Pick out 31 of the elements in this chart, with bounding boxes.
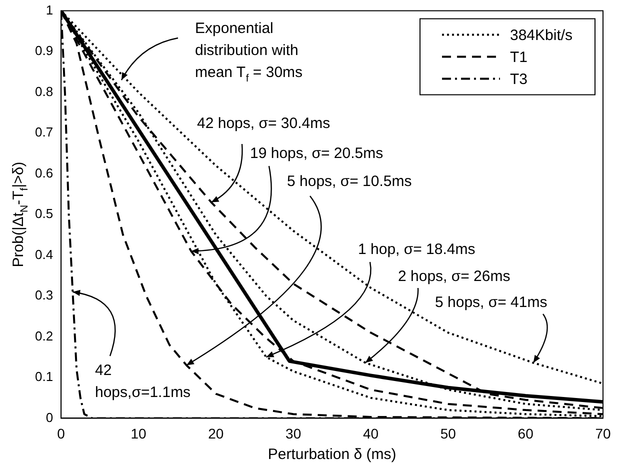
annotation: 2 hops, σ= 26ms — [398, 268, 510, 285]
x-axis-title: Perturbation δ (ms) — [268, 446, 396, 464]
x-tick-label: 20 — [208, 425, 224, 442]
x-tick-label: 40 — [362, 425, 379, 442]
y-tick-label: 0.6 — [34, 165, 54, 180]
y-tick-label: 0.2 — [34, 328, 54, 344]
x-tick-label: 70 — [595, 425, 611, 442]
legend-label: 384Kbit/s — [510, 26, 573, 44]
y-tick-label: 0.5 — [34, 206, 54, 222]
y-tick-label: 1 — [46, 2, 54, 18]
annotation: 19 hops, σ= 20.5ms — [250, 145, 384, 162]
legend-label: T3 — [510, 70, 528, 88]
annotation: 5 hops, σ= 10.5ms — [287, 173, 412, 190]
y-tick-label: 0.1 — [34, 369, 54, 384]
annotation: 42 hops, σ= 30.4ms — [197, 115, 330, 132]
y-tick-label: 0.9 — [34, 43, 54, 58]
y-tick-label: 0.3 — [34, 288, 54, 303]
annotation: 5 hops, σ= 41ms — [435, 294, 548, 311]
x-tick-label: 10 — [130, 425, 146, 442]
y-tick-label: 0.4 — [34, 246, 54, 262]
annotation: 1 hop, σ= 18.4ms — [358, 241, 476, 258]
x-tick-label: 30 — [286, 425, 302, 442]
legend-label: T1 — [510, 48, 528, 66]
y-tick-label: 0.7 — [34, 124, 54, 140]
x-tick-label: 0 — [57, 425, 66, 442]
annotation: 42 hops,σ=1.1ms — [95, 362, 191, 401]
x-tick-label: 60 — [518, 425, 534, 442]
y-axis-title: Prob(|ΔtN-Tf|>δ) — [10, 162, 30, 268]
y-tick-label: 0 — [46, 410, 54, 425]
x-tick-label: 50 — [440, 425, 456, 442]
y-tick-label: 0.8 — [34, 84, 54, 99]
